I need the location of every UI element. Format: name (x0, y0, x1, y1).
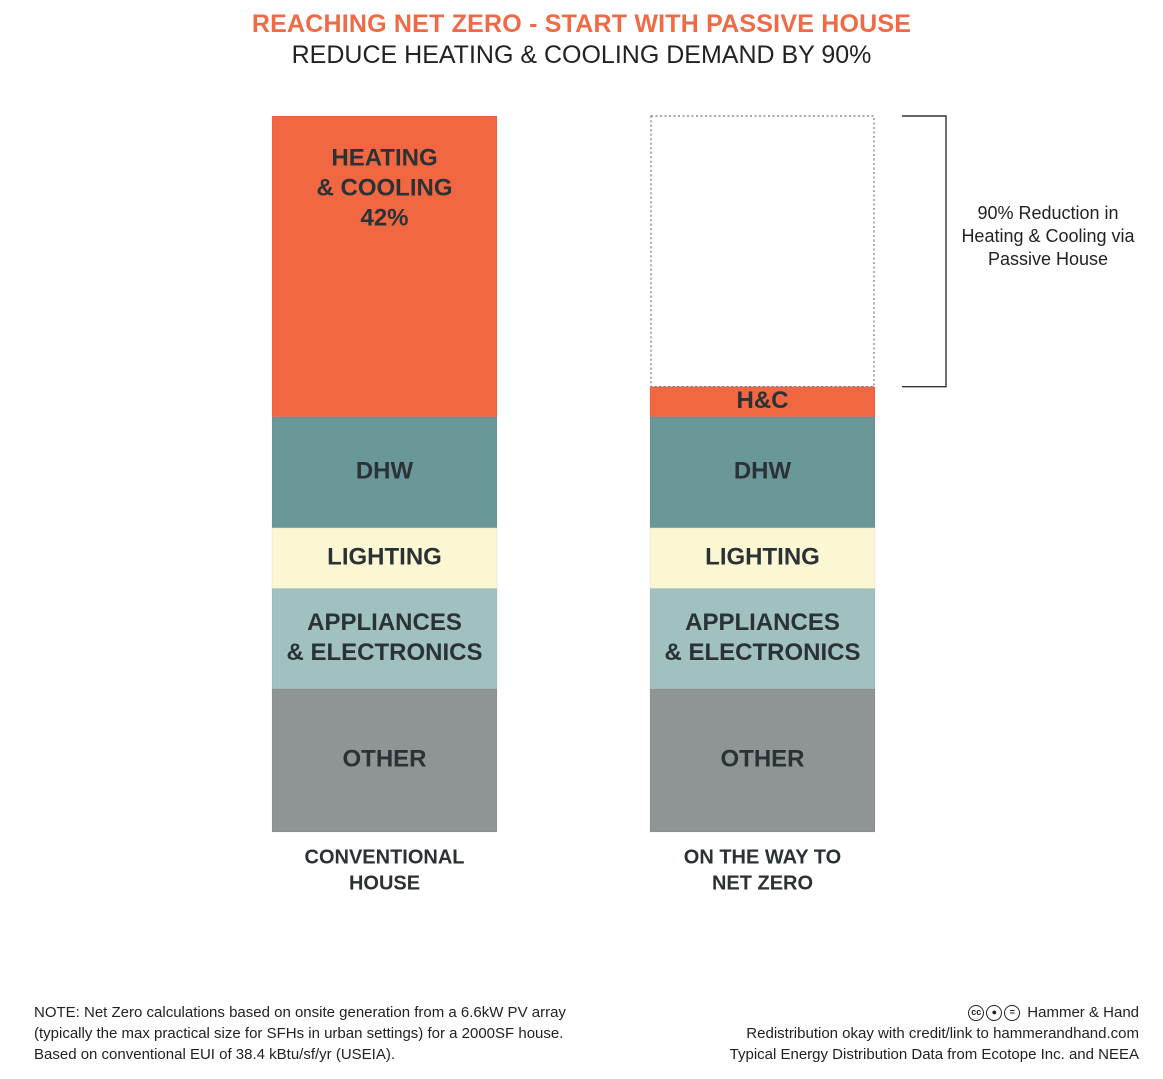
bar-segment-dhw (649, 416, 876, 529)
license-row: cc ● = Hammer & Hand (730, 1002, 1139, 1023)
segment-label-appliances-electronics: APPLIANCES & ELECTRONICS (286, 609, 482, 666)
brand-name: Hammer & Hand (1027, 1004, 1139, 1021)
chart-subtitle: REDUCE HEATING & COOLING DEMAND BY 90% (291, 41, 872, 69)
segment-label-appliances-electronics: APPLIANCES & ELECTRONICS (664, 609, 860, 666)
category-label: CONVENTIONAL HOUSE (305, 846, 465, 894)
no-derivatives-icon: = (1004, 1004, 1021, 1021)
segment-label-heating-cooling: H&C (737, 387, 789, 414)
bar-segment-heating-cooling (271, 115, 498, 418)
bar-segment-appliances-electronics (271, 588, 498, 690)
segment-label-other: OTHER (343, 746, 427, 773)
removed-segment-outline (650, 115, 875, 388)
bar-segment-appliances-electronics (649, 588, 876, 690)
segment-label-other: OTHER (721, 746, 805, 773)
bar-segment-heating-cooling (649, 386, 876, 418)
bar-segment-lighting (649, 527, 876, 590)
credit-line: Typical Energy Distribution Data from Ec… (729, 1046, 1139, 1063)
segment-label-lighting: LIGHTING (705, 543, 820, 570)
note-line: Based on conventional EUI of 38.4 kBtu/s… (34, 1046, 396, 1063)
category-label: ON THE WAY TO NET ZERO (684, 846, 841, 894)
credit-line: Redistribution okay with credit/link to … (746, 1025, 1139, 1042)
segment-label-heating-cooling: HEATING & COOLING 42% (317, 144, 453, 231)
bar-segment-other (649, 688, 876, 833)
note-line: NOTE: Net Zero calculations based on ons… (34, 1004, 566, 1021)
creative-commons-icon: cc (968, 1004, 985, 1021)
segment-label-dhw: DHW (356, 458, 414, 485)
segment-label-lighting: LIGHTING (327, 543, 442, 570)
chart-title: REACHING NET ZERO - START WITH PASSIVE H… (251, 10, 912, 38)
footnote: NOTE: Net Zero calculations based on ons… (34, 1002, 654, 1065)
credits: cc ● = Hammer & Hand Redistribution okay… (730, 1002, 1139, 1065)
attribution-icon: ● (986, 1004, 1003, 1021)
note-line: (typically the max practical size for SF… (34, 1025, 564, 1042)
segment-label-dhw: DHW (734, 458, 792, 485)
reduction-annotation: 90% Reduction in Heating & Cooling via Pas… (961, 203, 1135, 269)
bar-segment-other (271, 688, 498, 833)
reduction-bracket (902, 115, 947, 388)
